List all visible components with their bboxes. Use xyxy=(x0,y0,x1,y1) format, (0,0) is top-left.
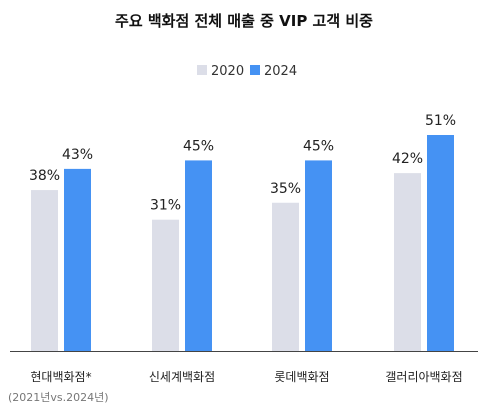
category-label-1: 신세계백화점 xyxy=(149,370,215,384)
legend: 2020 2024 xyxy=(197,64,297,79)
bars: 38%43% 31% 45% 35% 45% 42% 51% xyxy=(29,113,456,351)
legend-label-2020: 2020 xyxy=(211,64,244,79)
chart-title: 주요 백화점 전체 매출 중 VIP 고객 비중 xyxy=(115,12,373,30)
legend-swatch-2024 xyxy=(250,65,260,75)
bar-2024-0 xyxy=(64,168,91,351)
value-label-2020-0: 38% xyxy=(29,168,60,184)
bar-2020-2 xyxy=(272,202,299,351)
legend-label-2024: 2024 xyxy=(264,64,297,79)
bar-2024-2 xyxy=(305,160,332,351)
bar-2024-1 xyxy=(185,160,212,351)
value-label-2024-0: 43% xyxy=(62,147,93,163)
category-labels: 현대백화점* 신세계백화점 롯데백화점 갤러리아백화점 xyxy=(30,370,462,384)
value-label-2024-2: 45% xyxy=(303,138,334,154)
category-label-3: 갤러리아백화점 xyxy=(385,370,462,384)
value-label-2020-3: 42% xyxy=(392,151,423,167)
value-label-2020-1: 31% xyxy=(150,198,181,214)
bar-2020-0 xyxy=(31,190,58,351)
footnote: (2021년vs.2024년) xyxy=(8,391,109,404)
category-label-2: 롯데백화점 xyxy=(274,370,329,384)
value-label-2020-2: 35% xyxy=(270,181,301,197)
bar-2020-3 xyxy=(394,173,421,351)
value-label-2024-1: 45% xyxy=(183,138,214,154)
category-label-0: 현대백화점* xyxy=(30,370,91,384)
bar-2024-3 xyxy=(427,135,454,351)
legend-swatch-2020 xyxy=(197,65,207,75)
value-label-2024-3: 51% xyxy=(425,113,456,129)
bar-2020-1 xyxy=(152,219,179,351)
